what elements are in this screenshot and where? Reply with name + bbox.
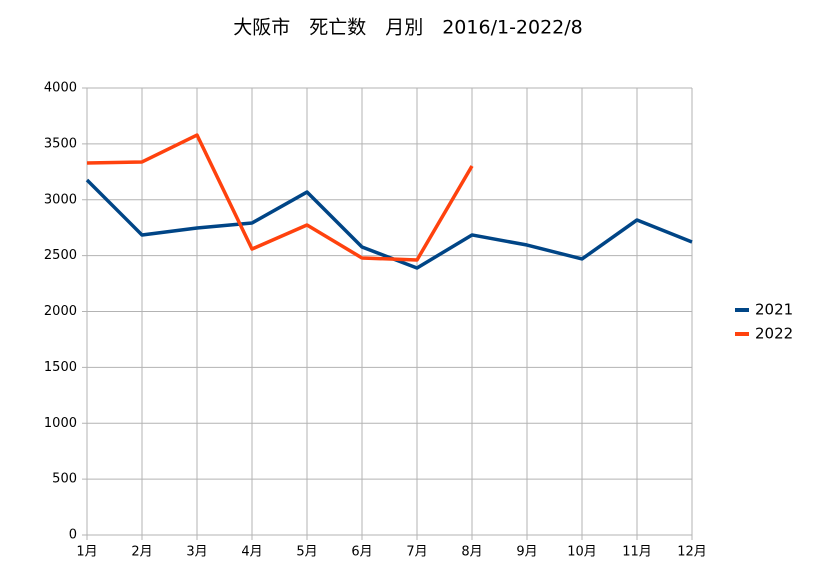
x-tick-label: 7月 — [406, 545, 427, 560]
y-tick-label: 3000 — [44, 192, 77, 207]
chart-title: 大阪市 死亡数 月別 2016/1-2022/8 — [233, 17, 583, 39]
x-tick-label: 10月 — [567, 545, 597, 560]
y-tick-label: 2500 — [44, 248, 77, 263]
x-tick-label: 4月 — [241, 545, 262, 560]
y-tick-label: 0 — [69, 528, 77, 543]
y-tick-label: 3500 — [44, 136, 77, 151]
x-tick-label: 2月 — [131, 545, 152, 560]
x-tick-label: 1月 — [76, 545, 97, 560]
line-series — [86, 133, 474, 262]
y-tick-label: 4000 — [44, 81, 77, 96]
x-tick-label: 8月 — [461, 545, 482, 560]
x-tick-label: 5月 — [296, 545, 317, 560]
y-tick-label: 500 — [52, 472, 77, 487]
x-tick-label: 6月 — [351, 545, 372, 560]
y-tick-label: 2000 — [44, 304, 77, 319]
x-tick-label: 11月 — [622, 545, 652, 560]
y-tick-label: 1500 — [44, 360, 77, 375]
x-tick-label: 12月 — [677, 545, 707, 560]
x-tick-label: 9月 — [516, 545, 537, 560]
x-tick-label: 3月 — [186, 545, 207, 560]
y-tick-label: 1000 — [44, 416, 77, 431]
legend-label: 2021 — [755, 301, 793, 319]
legend-label: 2022 — [755, 325, 793, 343]
